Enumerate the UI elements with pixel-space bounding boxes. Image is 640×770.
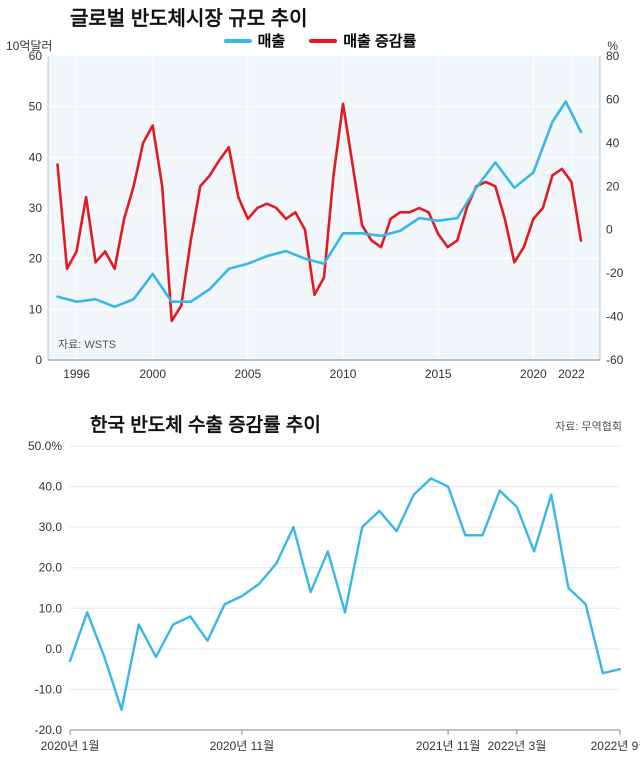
chart-1-panel: 글로벌 반도체시장 규모 추이 매출 매출 증감률 10억달러%01020304… (0, 0, 640, 400)
svg-text:10.0: 10.0 (39, 601, 63, 615)
svg-text:2022년 3월: 2022년 3월 (487, 739, 546, 753)
svg-text:2000: 2000 (139, 367, 166, 381)
svg-text:2005: 2005 (235, 367, 262, 381)
svg-text:20.0: 20.0 (39, 561, 63, 575)
svg-text:0: 0 (606, 223, 613, 237)
svg-text:2020년 1월: 2020년 1월 (41, 739, 100, 753)
chart-2-svg: -20.0 -10.0 0.0 10.0 20.0 30.0 40.0 50.0% 2020년 … (0, 400, 640, 770)
svg-text:50: 50 (29, 100, 43, 114)
svg-text:2022년 9월: 2022년 9월 (591, 739, 640, 753)
svg-text:0.0: 0.0 (45, 642, 62, 656)
svg-text:40: 40 (29, 150, 43, 164)
svg-text:2022: 2022 (558, 367, 585, 381)
svg-text:10: 10 (29, 302, 43, 316)
svg-text:자료: WSTS: 자료: WSTS (58, 338, 116, 351)
svg-text:60: 60 (29, 49, 43, 63)
svg-text:30: 30 (29, 201, 43, 215)
chart-2-panel: 한국 반도체 수출 증감률 추이 자료: 무역협회 -20.0-10.00.01… (0, 400, 640, 770)
svg-text:0: 0 (35, 353, 42, 367)
svg-text:2020: 2020 (520, 367, 547, 381)
svg-text:-60: -60 (606, 353, 624, 367)
svg-text:20: 20 (606, 179, 620, 193)
svg-text:60: 60 (606, 92, 620, 106)
svg-text:50.0%: 50.0% (28, 439, 62, 453)
svg-text:2020년 11월: 2020년 11월 (210, 739, 275, 753)
svg-text:20: 20 (29, 252, 43, 266)
svg-text:2010: 2010 (330, 367, 357, 381)
svg-text:30.0: 30.0 (39, 520, 63, 534)
svg-text:40: 40 (606, 136, 620, 150)
svg-text:2021년 11월: 2021년 11월 (416, 739, 481, 753)
svg-text:-40: -40 (606, 310, 624, 324)
svg-text:-20: -20 (606, 266, 624, 280)
svg-text:1996: 1996 (63, 367, 90, 381)
chart-1-svg: 10억달러%0102030405060-60-40-20020406080199… (0, 0, 640, 400)
svg-text:-20.0: -20.0 (35, 723, 63, 737)
svg-text:-10.0: -10.0 (35, 682, 63, 696)
svg-text:40.0: 40.0 (39, 480, 63, 494)
svg-text:2015: 2015 (425, 367, 452, 381)
svg-text:80: 80 (606, 49, 620, 63)
